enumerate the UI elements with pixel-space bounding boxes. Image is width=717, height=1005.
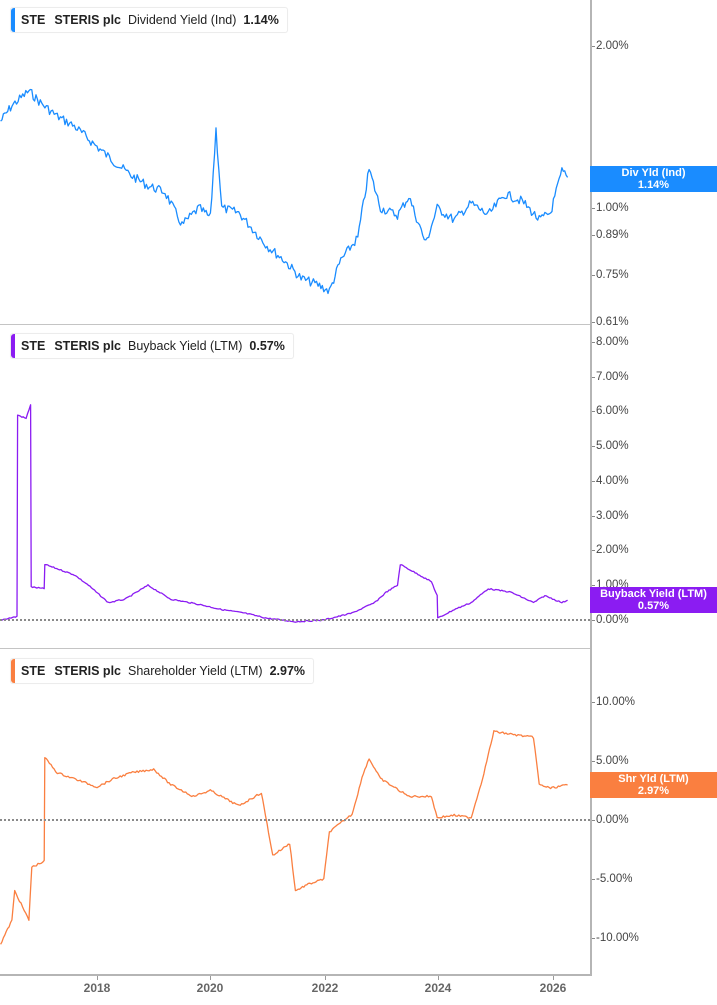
buyback-yield-value-tag: Buyback Yield (LTM) 0.57% [590, 587, 717, 613]
x-tick-mark [553, 976, 554, 980]
y-tick-label: 0.00% [596, 614, 629, 626]
x-tick-label: 2022 [311, 981, 339, 995]
y-tick-label: 3.00% [596, 510, 629, 522]
y-tick-mark [592, 761, 595, 762]
x-tick-mark [325, 976, 326, 980]
x-tick-label: 2024 [424, 981, 452, 995]
panel-divider [0, 324, 590, 325]
y-tick-mark [592, 446, 595, 447]
y-tick-label: 2.00% [596, 40, 629, 52]
shareholder-yield-value-tag: Shr Yld (LTM) 2.97% [590, 772, 717, 798]
y-tick-mark [592, 46, 595, 47]
y-tick-label: 0.61% [596, 316, 629, 328]
tag-value: 1.14% [637, 179, 670, 191]
y-tick-label: 2.00% [596, 544, 629, 556]
y-tick-mark [592, 235, 595, 236]
y-tick-mark [592, 550, 595, 551]
y-tick-label: 1.00% [596, 202, 629, 214]
legend-metric: Shareholder Yield (LTM) [128, 664, 263, 678]
tag-label: Buyback Yield (LTM) [600, 588, 707, 600]
y-tick-mark [592, 342, 595, 343]
legend-color-swatch [11, 8, 15, 32]
y-tick-mark [592, 702, 595, 703]
y-tick-label: 8.00% [596, 336, 629, 348]
legend-company: STERIS plc [54, 13, 121, 27]
legend-metric: Dividend Yield (Ind) [128, 13, 237, 27]
legend-value: 2.97% [269, 664, 306, 678]
y-tick-label: -5.00% [596, 873, 633, 885]
legend-ticker: STE [21, 13, 46, 27]
y-tick-label: -10.00% [596, 932, 639, 944]
legend-color-swatch [11, 659, 15, 683]
y-tick-label: 5.00% [596, 755, 629, 767]
y-tick-mark [592, 275, 595, 276]
x-tick-mark [210, 976, 211, 980]
y-tick-label: 6.00% [596, 405, 629, 417]
shareholder-zero-line [0, 819, 590, 821]
y-tick-mark [592, 377, 595, 378]
dividend-yield-panel: STE STERIS plc Dividend Yield (Ind) 1.14… [0, 0, 717, 324]
y-axis-line [590, 0, 592, 975]
y-tick-mark [592, 481, 595, 482]
shareholder-yield-line [0, 730, 568, 945]
legend-color-swatch [11, 334, 15, 358]
dividend-yield-value-tag: Div Yld (Ind) 1.14% [590, 166, 717, 192]
x-tick-label: 2020 [196, 981, 224, 995]
dividend-yield-legend[interactable]: STE STERIS plc Dividend Yield (Ind) 1.14… [10, 7, 288, 33]
y-tick-mark [592, 938, 595, 939]
y-tick-mark [592, 820, 595, 821]
legend-company: STERIS plc [54, 339, 121, 353]
y-tick-mark [592, 411, 595, 412]
legend-company: STERIS plc [54, 664, 121, 678]
x-tick-mark [97, 976, 98, 980]
buyback-zero-line [0, 619, 590, 621]
y-tick-mark [592, 620, 595, 621]
dividend-yield-line [0, 88, 569, 295]
y-tick-label: 4.00% [596, 475, 629, 487]
x-tick-mark [438, 976, 439, 980]
buyback-yield-line [0, 404, 568, 623]
tag-label: Shr Yld (LTM) [618, 773, 689, 785]
legend-value: 1.14% [243, 13, 279, 27]
legend-ticker: STE [21, 339, 46, 353]
buyback-yield-panel: STE STERIS plc Buyback Yield (LTM) 0.57% [0, 325, 717, 648]
y-tick-label: 0.00% [596, 814, 629, 826]
x-tick-label: 2026 [539, 981, 567, 995]
shareholder-yield-legend[interactable]: STE STERIS plc Shareholder Yield (LTM) 2… [10, 658, 315, 684]
tag-label: Div Yld (Ind) [621, 167, 686, 179]
legend-metric: Buyback Yield (LTM) [128, 339, 243, 353]
legend-ticker: STE [21, 664, 46, 678]
tag-value: 0.57% [637, 600, 670, 612]
y-tick-mark [592, 585, 595, 586]
y-tick-label: 0.89% [596, 229, 629, 241]
x-tick-label: 2018 [83, 981, 111, 995]
buyback-yield-legend[interactable]: STE STERIS plc Buyback Yield (LTM) 0.57% [10, 333, 294, 359]
shareholder-yield-panel: STE STERIS plc Shareholder Yield (LTM) 2… [0, 649, 717, 975]
y-tick-label: 0.75% [596, 269, 629, 281]
legend-value: 0.57% [249, 339, 285, 353]
y-tick-label: 10.00% [596, 696, 636, 708]
y-tick-mark [592, 322, 595, 323]
y-tick-mark [592, 208, 595, 209]
x-axis-line [0, 974, 592, 976]
tag-value: 2.97% [637, 785, 670, 797]
y-tick-label: 5.00% [596, 440, 629, 452]
y-tick-label: 7.00% [596, 371, 629, 383]
y-tick-mark [592, 516, 595, 517]
panel-divider [0, 648, 590, 649]
y-tick-mark [592, 879, 595, 880]
